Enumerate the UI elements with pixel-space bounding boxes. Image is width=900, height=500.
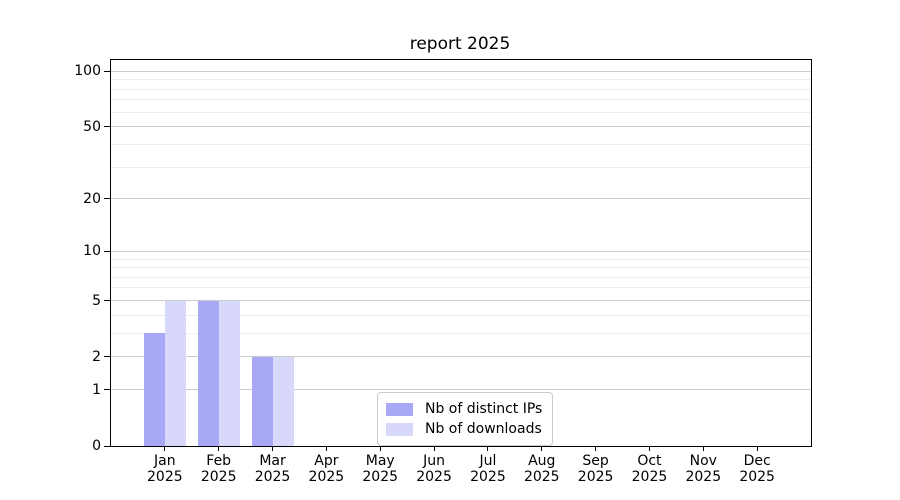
minor-gridline [111,267,811,269]
x-axis-tick [272,446,274,451]
legend-item-downloads: Nb of downloads [386,419,542,439]
y-axis-tick [104,389,110,391]
minor-gridline [111,79,811,81]
major-gridline [111,126,811,128]
minor-gridline [111,88,811,90]
bar-nb-of-downloads [272,356,294,446]
x-axis-tick-label: Aug 2025 [523,453,560,485]
minor-gridline [111,276,811,278]
bar-nb-of-downloads [164,300,186,446]
minor-gridline [111,99,811,101]
x-axis-tick-label: May 2025 [362,453,399,485]
x-axis-tick [487,446,489,451]
y-axis-tick-label: 5 [92,292,101,309]
major-gridline [111,389,811,391]
major-gridline [111,300,811,301]
x-axis-tick [433,446,435,451]
x-axis-tick-label: Apr 2025 [308,453,345,485]
x-axis-tick-label: Dec 2025 [739,453,775,485]
y-axis-tick [104,126,110,128]
chart-legend: Nb of distinct IPs Nb of downloads [377,392,554,446]
legend-item-distinct-ips: Nb of distinct IPs [386,399,542,419]
x-axis-tick-label: Sep 2025 [577,453,614,485]
x-axis-tick-label: Nov 2025 [685,453,722,485]
bar-nb-of-distinct-ips [197,300,219,446]
bar-nb-of-distinct-ips [143,333,165,446]
y-axis-tick [104,198,110,200]
x-axis-tick [756,446,758,451]
y-axis-tick-label: 50 [83,118,101,135]
y-axis-tick-label: 2 [92,348,101,365]
legend-label-distinct-ips: Nb of distinct IPs [425,401,543,417]
y-axis-tick-label: 10 [83,243,101,260]
minor-gridline [111,258,811,260]
y-axis-tick-label: 20 [83,190,101,207]
x-axis-tick [702,446,704,451]
legend-swatch-downloads [386,422,413,436]
x-axis-tick [595,446,597,451]
major-gridline [111,250,811,252]
x-axis-tick-label: Jan 2025 [147,453,183,485]
major-gridline [111,70,811,72]
x-axis-tick [325,446,327,451]
minor-gridline [111,314,811,316]
y-axis-tick [104,356,110,358]
minor-gridline [111,287,811,289]
x-axis-tick-label: Oct 2025 [631,453,668,485]
x-axis-tick [164,446,166,451]
y-axis-tick [104,445,110,447]
chart-title: report 2025 [409,34,511,54]
x-axis-tick-label: Jun 2025 [416,453,452,485]
minor-gridline [111,166,811,168]
x-axis-tick-label: Jul 2025 [470,453,506,485]
y-axis-tick-label: 100 [74,63,101,80]
legend-label-downloads: Nb of downloads [425,421,542,437]
x-axis-tick [218,446,220,451]
x-axis-tick-label: Feb 2025 [200,453,237,485]
minor-gridline [111,143,811,145]
minor-gridline [111,332,811,334]
legend-swatch-distinct-ips [386,402,413,416]
x-axis-tick [648,446,650,451]
y-axis-tick [104,70,110,72]
y-axis-tick [104,300,110,301]
plot-area: 0 1 2 5 10 20 50 100 Jan 2025 Feb 2025 Mar 2025 Apr 202… [74,59,812,485]
y-axis-tick [104,250,110,252]
bar-nb-of-downloads [218,300,240,446]
x-axis-tick [379,446,381,451]
x-axis-tick [541,446,543,451]
bar-nb-of-distinct-ips [251,356,273,446]
y-axis-tick-label: 0 [92,438,101,454]
y-axis-tick-label: 1 [92,381,101,398]
major-gridline [111,198,811,200]
major-gridline [111,356,811,358]
minor-gridline [111,111,811,113]
x-axis-tick-label: Mar 2025 [254,453,291,485]
